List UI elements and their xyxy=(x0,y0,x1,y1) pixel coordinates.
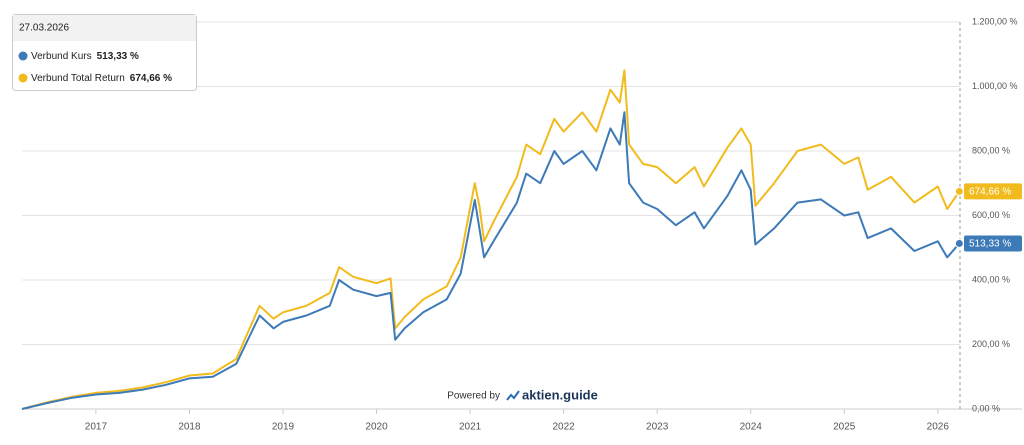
y-tick-label: 1.200,00 % xyxy=(972,16,1018,26)
end-badge xyxy=(964,183,1022,200)
y-tick-label: 600,00 % xyxy=(972,210,1010,220)
x-tick-label: 2026 xyxy=(927,422,950,433)
line xyxy=(21,69,961,410)
watermark-icon xyxy=(506,390,520,401)
y-tick-label: 1.000,00 % xyxy=(972,81,1018,91)
x-tick-label: 2025 xyxy=(833,422,856,433)
end-dot xyxy=(954,238,964,248)
tooltip: 27.03.2026 xyxy=(12,14,197,91)
legend-marker xyxy=(18,51,28,61)
y-tick-label: 0,00 % xyxy=(972,403,1000,413)
tooltip-date: 27.03.2026 xyxy=(19,23,69,34)
legend-entry: Verbund Kurs 513,33 % xyxy=(31,51,139,62)
x-tick-label: 2022 xyxy=(553,422,576,433)
y-tick-label: 200,00 % xyxy=(972,339,1010,349)
x-tick-label: 2021 xyxy=(459,422,482,433)
x-tick-label: 2019 xyxy=(272,422,295,433)
watermark-brand: aktien.guide xyxy=(522,387,598,402)
end-badge-label: 674,66 % xyxy=(969,187,1011,198)
legend-name: Verbund Total Return xyxy=(31,73,125,84)
tooltip-header xyxy=(13,15,196,41)
end-dot xyxy=(954,186,964,196)
x-tick-label: 2023 xyxy=(646,422,669,433)
y-tick-label: 800,00 % xyxy=(972,145,1010,155)
x-tick-label: 2024 xyxy=(740,422,763,433)
legend-value: 513,33 % xyxy=(97,51,139,62)
line xyxy=(21,111,961,410)
legend-value: 674,66 % xyxy=(130,73,172,84)
legend-marker xyxy=(18,73,28,83)
watermark-prefix: Powered by xyxy=(447,391,500,402)
end-badge xyxy=(964,235,1022,252)
end-badge-label: 513,33 % xyxy=(969,239,1011,250)
x-tick-label: 2017 xyxy=(85,422,108,433)
y-tick-label: 400,00 % xyxy=(972,274,1010,284)
legend-name: Verbund Kurs xyxy=(31,51,92,62)
x-tick-label: 2020 xyxy=(365,422,388,433)
x-tick-label: 2018 xyxy=(178,422,201,433)
legend-entry: Verbund Total Return 674,66 % xyxy=(31,73,172,84)
